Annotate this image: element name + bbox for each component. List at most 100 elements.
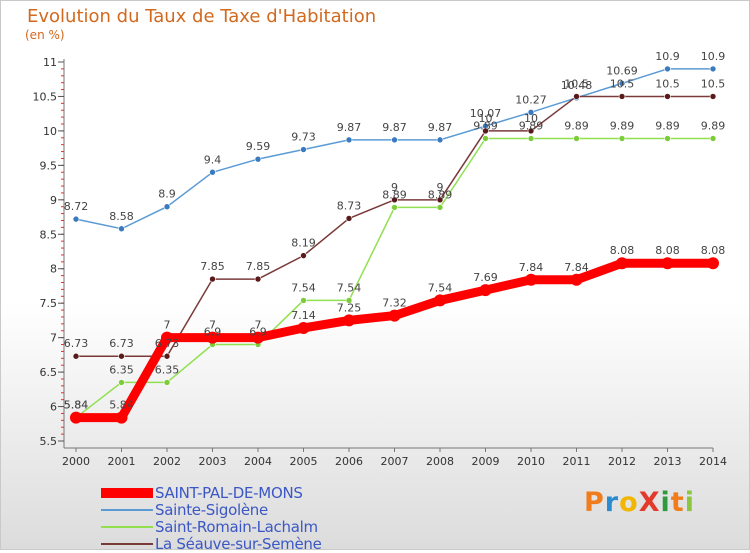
data-point-saint-pal-de-mons [70,411,82,424]
data-point-saint-romain-lachalm [345,297,353,304]
data-label-saint-romain-lachalm: 9.89 [701,119,726,132]
data-point-saint-pal-de-mons [206,331,219,344]
data-point-saint-pal-de-mons [115,411,128,424]
data-label-saint-pal-de-mons: 7 [164,319,171,332]
legend-label: SAINT-PAL-DE-MONS [155,484,303,502]
data-label-saint-romain-lachalm: 7.54 [337,281,362,294]
data-label-la-seauve-sur-semene: 10.5 [610,77,635,90]
data-label-saint-pal-de-mons: 7.32 [382,297,407,310]
data-point-sainte-sigolene [709,65,717,73]
x-tick-label: 2003 [199,455,227,468]
data-label-saint-pal-de-mons: 8.08 [655,244,680,257]
data-label-la-seauve-sur-semene: 10.5 [701,77,726,90]
data-label-saint-romain-lachalm: 6.35 [155,363,180,376]
data-point-saint-pal-de-mons [388,309,401,322]
data-point-la-seauve-sur-semene [618,93,626,100]
y-tick-label: 7 [50,332,57,345]
legend-swatch-la-seauve-sur-semene [101,543,153,545]
data-label-saint-romain-lachalm: 5.84 [64,399,89,412]
data-label-sainte-sigolene: 8.9 [158,188,176,201]
data-label-saint-pal-de-mons: 7.84 [519,261,544,274]
data-point-saint-romain-lachalm [527,135,535,142]
y-tick-label: 9.5 [40,159,58,172]
data-label-sainte-sigolene: 8.58 [109,210,134,223]
data-label-saint-romain-lachalm: 8.89 [382,188,407,201]
data-point-la-seauve-sur-semene [118,352,125,360]
y-tick-label: 5.5 [40,435,58,448]
y-tick-label: 7.5 [40,297,58,310]
y-tick-label: 11 [43,56,57,69]
data-label-saint-romain-lachalm: 6.35 [109,363,134,376]
data-label-sainte-sigolene: 9.73 [291,131,316,144]
data-point-sainte-sigolene [254,155,262,163]
data-point-sainte-sigolene [436,136,444,144]
data-point-sainte-sigolene [209,168,216,176]
data-label-saint-romain-lachalm: 7.54 [291,281,316,294]
x-tick-label: 2009 [472,455,500,468]
legend-swatch-saint-pal-de-mons [101,488,153,498]
data-label-sainte-sigolene: 10.69 [606,64,638,77]
data-label-sainte-sigolene: 10.9 [655,50,680,63]
data-label-saint-pal-de-mons: 7.25 [337,301,362,314]
data-label-saint-pal-de-mons: 7.69 [473,271,498,284]
data-point-saint-romain-lachalm [300,297,307,304]
data-point-saint-pal-de-mons [434,294,446,307]
x-tick-label: 2005 [290,455,318,468]
data-point-saint-pal-de-mons [479,284,492,297]
y-tick-label: 10 [43,125,57,138]
logo-letter: i [660,487,671,518]
data-point-saint-pal-de-mons [525,273,537,286]
data-point-saint-romain-lachalm [573,135,580,142]
data-point-saint-pal-de-mons [570,273,583,286]
y-tick-label: 8.5 [40,228,58,241]
data-point-saint-romain-lachalm [664,135,671,142]
logo-letter: X [638,487,661,518]
data-label-la-seauve-sur-semene: 8.19 [291,237,316,250]
y-tick-label: 8 [50,263,57,276]
data-point-la-seauve-sur-semene [709,93,717,100]
data-point-saint-pal-de-mons [297,321,310,334]
data-point-saint-pal-de-mons [161,331,173,344]
data-label-saint-pal-de-mons: 8.08 [701,244,726,257]
data-point-saint-pal-de-mons [661,257,674,270]
data-point-sainte-sigolene [391,136,398,144]
data-point-saint-romain-lachalm [163,379,171,386]
data-label-saint-pal-de-mons: 5.84 [64,399,89,412]
data-point-la-seauve-sur-semene [527,127,535,135]
data-label-la-seauve-sur-semene: 6.73 [155,337,180,350]
y-tick-label: 6 [50,401,57,414]
data-label-sainte-sigolene: 9.87 [428,121,453,134]
data-label-la-seauve-sur-semene: 9 [437,181,444,194]
data-point-la-seauve-sur-semene [209,275,216,283]
data-label-sainte-sigolene: 8.72 [64,200,89,213]
data-label-la-seauve-sur-semene: 10 [479,112,493,125]
data-point-sainte-sigolene [527,109,535,116]
data-point-la-seauve-sur-semene [664,93,671,100]
data-point-saint-romain-lachalm [618,135,626,142]
data-label-saint-pal-de-mons: 7.14 [291,309,316,322]
data-point-saint-romain-lachalm [709,135,717,142]
data-label-sainte-sigolene: 9.59 [246,140,271,153]
x-tick-label: 2006 [335,455,363,468]
data-point-sainte-sigolene [118,225,125,233]
data-label-sainte-sigolene: 10.9 [701,50,726,63]
chart-title: Evolution du Taux de Taxe d'Habitation [27,6,377,27]
unit-label: (en %) [25,28,65,42]
data-label-saint-romain-lachalm: 9.89 [655,119,680,132]
x-tick-label: 2013 [654,455,682,468]
data-point-saint-pal-de-mons [343,314,355,327]
data-point-saint-pal-de-mons [616,257,628,270]
logo-letter: P [584,487,605,518]
legend-label: Sainte-Sigolène [155,501,268,519]
data-label-la-seauve-sur-semene: 10 [524,112,538,125]
data-label-saint-pal-de-mons: 8.08 [610,244,635,257]
data-point-la-seauve-sur-semene [391,196,398,204]
data-label-sainte-sigolene: 9.4 [204,153,222,166]
data-point-sainte-sigolene [300,146,307,153]
data-label-saint-romain-lachalm: 9.89 [519,119,544,132]
data-label-la-seauve-sur-semene: 6.73 [64,337,89,350]
data-point-la-seauve-sur-semene [573,93,580,100]
proxiti-logo: ProXiti [584,487,695,518]
data-point-saint-pal-de-mons [707,257,719,270]
data-point-la-seauve-sur-semene [72,352,80,360]
